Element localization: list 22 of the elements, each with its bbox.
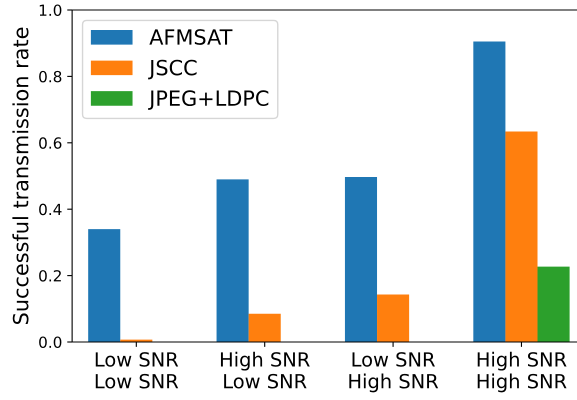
y-tick-label: 1.0 xyxy=(40,4,62,16)
bar xyxy=(88,229,120,342)
y-tick-label: 0.6 xyxy=(39,137,62,149)
y-tick-label: 0.0 xyxy=(39,336,62,348)
bar xyxy=(344,176,378,342)
bar xyxy=(216,179,249,342)
y-axis-title: Successful transmission rate xyxy=(12,28,29,324)
y-tick-label: 0.4 xyxy=(39,204,62,216)
bar xyxy=(377,294,410,342)
legend-label: JPEG+LDPC xyxy=(148,90,268,110)
x-tick-label: High SNR Low SNR xyxy=(220,352,310,389)
y-tick-label: 0.8 xyxy=(39,70,62,82)
bar xyxy=(538,266,570,342)
bar xyxy=(473,42,506,342)
y-tick-label: 0.2 xyxy=(39,270,61,282)
bar xyxy=(505,132,538,342)
legend-label: AFMSAT xyxy=(149,29,232,45)
x-tick-label: High SNR High SNR xyxy=(478,352,567,392)
legend-label: JSCC xyxy=(148,60,197,80)
x-tick-label: Low SNR High SNR xyxy=(349,352,438,392)
bar xyxy=(248,314,281,342)
x-tick-label: Low SNR Low SNR xyxy=(96,352,178,389)
